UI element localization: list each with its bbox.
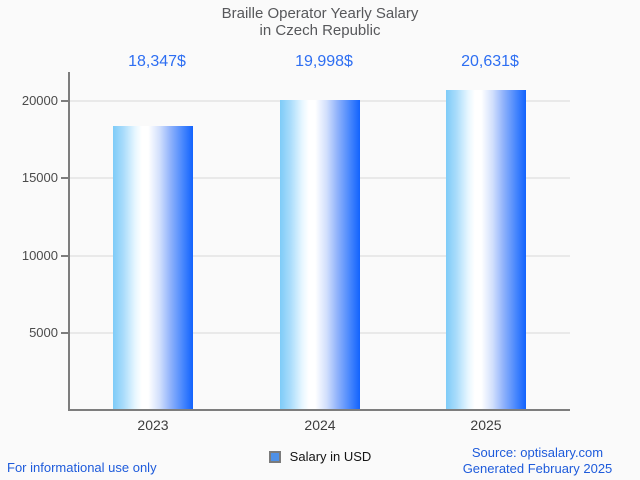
source-block: Source: optisalary.com Generated Februar… [450, 445, 625, 477]
bar-2024 [280, 100, 360, 409]
chart-title-line1: Braille Operator Yearly Salary [221, 5, 419, 22]
y-tick-10000 [61, 254, 68, 257]
y-tick-label-10000: 10000 [21, 247, 58, 263]
bar-2023 [113, 125, 193, 409]
chart-title: Braille Operator Yearly Salary in Czech … [0, 5, 640, 39]
generated-text: Generated February 2025 [462, 461, 613, 476]
chart-title-line2: in Czech Republic [259, 22, 381, 39]
y-tick-label-15000: 15000 [21, 170, 58, 186]
disclaimer-text: For informational use only [7, 460, 157, 475]
y-tick-label-20000: 20000 [21, 93, 58, 108]
y-tick-15000 [61, 177, 68, 180]
source-text[interactable]: Source: optisalary.com [471, 445, 604, 460]
y-axis-line [68, 72, 70, 411]
legend: Salary in USD [0, 449, 640, 464]
x-tick-label-2024: 2024 [304, 417, 336, 433]
value-label-2024: 19,998$ [295, 53, 353, 70]
legend-marker-icon [268, 450, 281, 463]
y-tick-label-5000: 5000 [29, 324, 58, 340]
value-label-2023: 18,347$ [128, 53, 186, 70]
x-axis-line [68, 409, 570, 411]
y-tick-5000 [61, 331, 68, 334]
bar-2025 [446, 90, 526, 409]
x-tick-label-2025: 2025 [470, 417, 502, 433]
legend-label: Salary in USD [289, 449, 372, 464]
x-tick-label-2023: 2023 [137, 417, 169, 433]
y-tick-20000 [61, 100, 68, 102]
value-label-2025: 20,631$ [461, 53, 519, 70]
